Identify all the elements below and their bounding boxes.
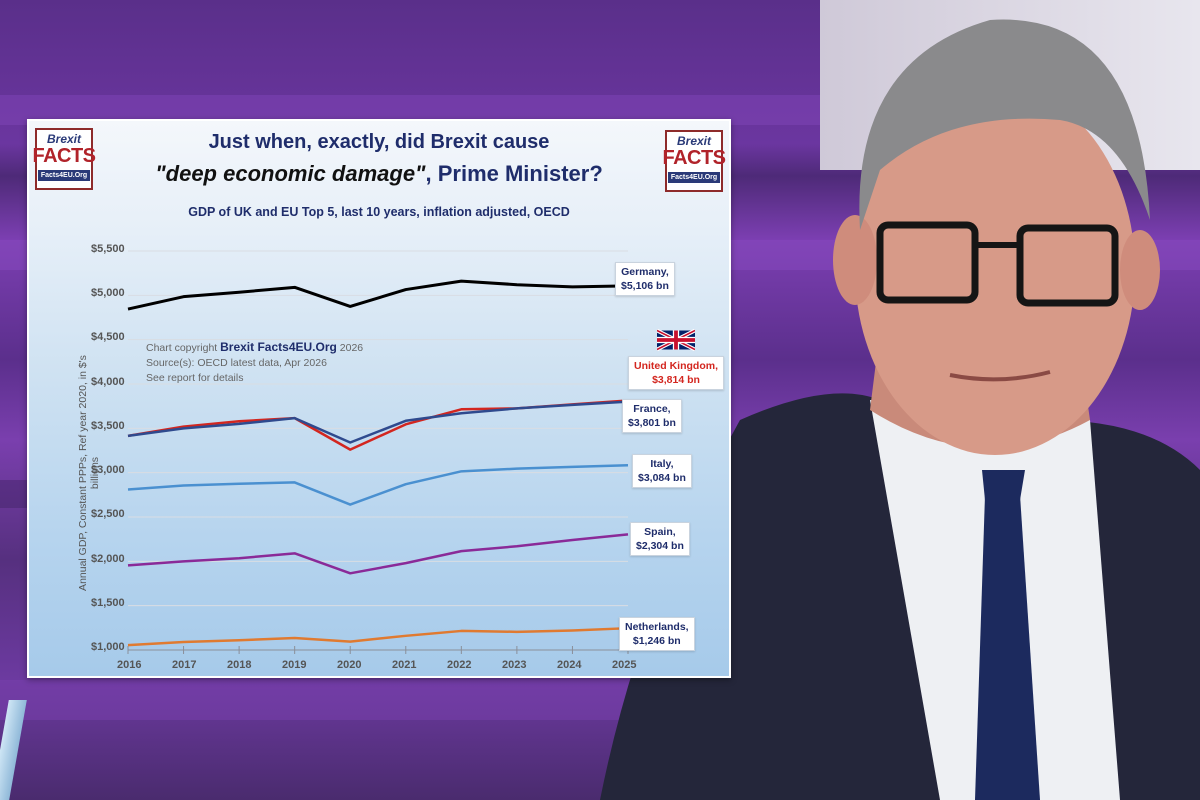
chart-title-line2: "deep economic damage", Prime Minister? [155,161,603,186]
line-plot [127,250,629,654]
callout-united-kingdom: United Kingdom, $3,814 bn [628,356,724,390]
callout-germany: Germany, $5,106 bn [615,262,675,296]
callout-italy: Italy, $3,084 bn [632,454,692,488]
y-tick: $2,000 [91,553,125,565]
y-tick: $1,500 [91,597,125,609]
uk-flag-icon [657,329,695,351]
y-tick: $2,500 [91,508,125,520]
x-tick: 2021 [392,659,417,671]
y-tick: $5,500 [91,243,125,255]
y-tick: $3,500 [91,420,125,432]
x-tick: 2019 [282,659,307,671]
x-tick: 2025 [612,659,637,671]
chart-title-line1: Just when, exactly, did Brexit cause [208,131,550,153]
brexit-facts-logo-left: Brexit FACTS Facts4EU.Org [32,128,96,190]
y-tick: $4,500 [91,331,125,343]
y-tick: $5,000 [91,287,125,299]
x-tick: 2022 [447,659,472,671]
y-tick: $1,000 [91,641,125,653]
x-tick: 2017 [172,659,197,671]
callout-netherlands: Netherlands, $1,246 bn [619,617,695,651]
person-photo [600,19,1200,800]
callout-france: France, $3,801 bn [622,399,682,433]
x-tick: 2023 [502,659,527,671]
x-tick: 2024 [557,659,582,671]
y-tick: $3,000 [91,464,125,476]
chart-card: Brexit FACTS Facts4EU.Org Brexit FACTS F… [27,119,731,678]
y-tick: $4,000 [91,376,125,388]
x-tick: 2016 [117,659,142,671]
chart-subtitle: GDP of UK and EU Top 5, last 10 years, i… [188,205,570,219]
brexit-facts-logo-right: Brexit FACTS Facts4EU.Org [662,130,726,192]
x-tick: 2018 [227,659,252,671]
x-tick: 2020 [337,659,362,671]
copyright-note: Chart copyright Brexit Facts4EU.Org 2026… [146,340,364,384]
callout-spain: Spain, $2,304 bn [630,522,690,556]
